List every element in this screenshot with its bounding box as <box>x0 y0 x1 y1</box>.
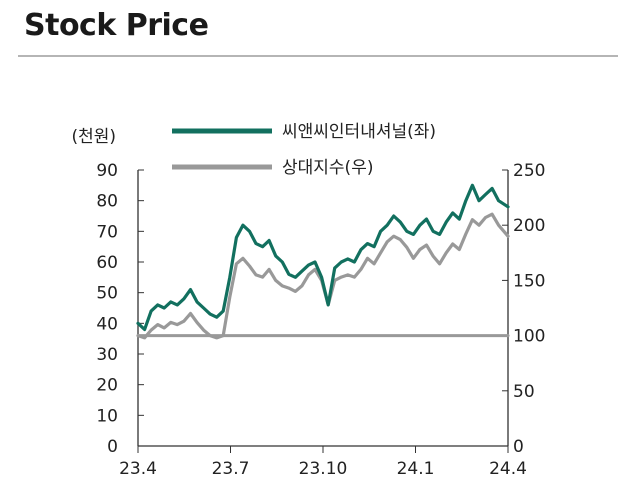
left-tick-label: 90 <box>96 161 118 181</box>
x-tick-label: 23.10 <box>299 459 348 479</box>
x-tick-label: 24.1 <box>397 459 435 479</box>
series-line-relative-index <box>136 212 510 340</box>
left-tick-label: 0 <box>107 437 118 457</box>
left-tick-label: 20 <box>96 376 118 396</box>
right-tick-label: 250 <box>513 161 545 181</box>
page-title: Stock Price <box>24 8 209 43</box>
right-tick-label: 200 <box>513 216 545 236</box>
x-tick-label: 24.4 <box>489 459 527 479</box>
x-tick-label: 23.4 <box>119 459 157 479</box>
legend-label: 상대지수(우) <box>282 158 373 178</box>
right-tick-label: 150 <box>513 271 545 291</box>
right-tick-label: 50 <box>513 382 535 402</box>
title-divider <box>18 55 618 57</box>
left-axis-unit: (천원) <box>71 127 116 147</box>
right-tick-label: 0 <box>513 437 524 457</box>
left-tick-label: 10 <box>96 406 118 426</box>
legend-label: 씨앤씨인터내셔널(좌) <box>282 122 436 142</box>
series-layer <box>136 183 510 340</box>
left-tick-label: 70 <box>96 222 118 242</box>
left-tick-label: 60 <box>96 253 118 273</box>
left-tick-label: 50 <box>96 284 118 304</box>
right-axis-ticks: 250 200 150 100 50 0 <box>502 161 545 457</box>
x-axis-ticks: 23.4 23.7 23.10 24.1 24.4 <box>119 446 527 479</box>
legend: 씨앤씨인터내셔널(좌) 상대지수(우) <box>172 122 436 178</box>
left-tick-label: 40 <box>96 314 118 334</box>
left-axis-ticks: 90 80 70 60 50 40 30 20 10 0 (천원) <box>71 127 144 457</box>
x-tick-label: 23.7 <box>212 459 250 479</box>
right-tick-label: 100 <box>513 327 545 347</box>
left-tick-label: 80 <box>96 192 118 212</box>
series-line-company <box>136 183 510 332</box>
left-tick-label: 30 <box>96 345 118 365</box>
